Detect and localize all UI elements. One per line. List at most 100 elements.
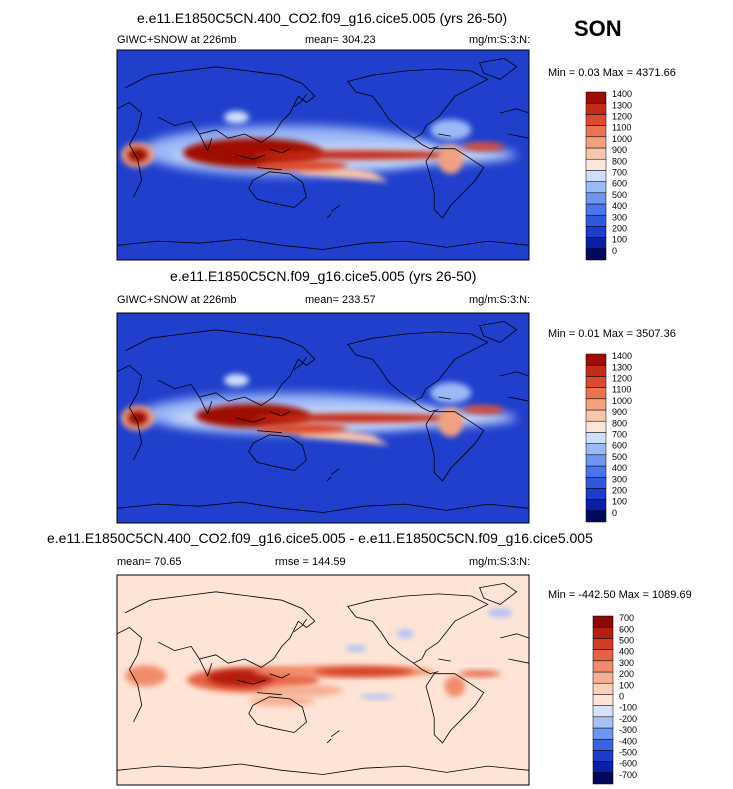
coastline-path bbox=[326, 468, 340, 482]
diff-anomaly-blob bbox=[444, 675, 466, 697]
colorbar-tick-label: 1400 bbox=[612, 351, 632, 361]
asia-patch bbox=[224, 110, 249, 124]
panel2-variable-label: GIWC+SNOW at 226mb bbox=[117, 294, 237, 306]
atlantic-itcz bbox=[463, 142, 505, 151]
coastline-path bbox=[236, 673, 291, 696]
diff-anomaly-blob bbox=[125, 665, 167, 687]
asia-patch bbox=[224, 373, 249, 387]
coastline-path bbox=[125, 329, 316, 367]
coastline-path bbox=[347, 68, 489, 139]
coastline-path bbox=[158, 359, 299, 406]
colorbar-segment bbox=[585, 454, 607, 467]
colorbar-tick-label: 300 bbox=[612, 474, 627, 484]
coastline-path bbox=[413, 396, 451, 413]
coastline-path bbox=[425, 673, 485, 744]
coastline-path bbox=[293, 356, 307, 371]
coastline-path bbox=[158, 96, 299, 143]
colorbar-segment bbox=[585, 102, 607, 115]
colorbar-tick-label: 800 bbox=[612, 418, 627, 428]
colorbar-segment bbox=[585, 203, 607, 216]
atlantic-itcz bbox=[463, 405, 505, 414]
colorbar-tick-label: 100 bbox=[612, 235, 627, 245]
warm-pool-core bbox=[195, 403, 311, 428]
colorbar-segment bbox=[592, 615, 614, 628]
gulf-region bbox=[430, 382, 472, 404]
colorbar-segment bbox=[585, 91, 607, 104]
colorbar-tick-label: 1000 bbox=[612, 134, 632, 144]
panel3-minmax-label: Min = -442.50 Max = 1089.69 bbox=[548, 589, 692, 601]
diff-negative-blob bbox=[345, 645, 367, 652]
colorbar-segment bbox=[592, 682, 614, 695]
coastline-path bbox=[248, 696, 307, 733]
colorbar-segment bbox=[592, 649, 614, 662]
colorbar-tick-label: -300 bbox=[619, 725, 637, 735]
colorbar-segment bbox=[585, 499, 607, 512]
colorbar-tick-label: 1100 bbox=[612, 123, 631, 133]
coastline-path bbox=[500, 633, 529, 664]
spcz-core bbox=[257, 160, 348, 171]
map-panel-2 bbox=[116, 312, 530, 524]
colorbar-segment bbox=[592, 750, 614, 762]
coastline-path bbox=[479, 57, 518, 80]
spcz-core bbox=[257, 423, 348, 434]
panel2-units-label: mg/m:S:3:N: bbox=[469, 294, 531, 306]
map-frame bbox=[116, 49, 530, 261]
colorbar-tick-label: 1000 bbox=[612, 396, 632, 406]
colorbar-segment bbox=[585, 488, 607, 500]
gulf-region bbox=[430, 119, 472, 141]
colorbar-tick-label: 600 bbox=[619, 624, 634, 634]
panel1-title: e.e11.E1850C5CN.400_CO2.f09_g16.cice5.00… bbox=[137, 10, 508, 26]
colorbar-tick-label: 100 bbox=[619, 680, 634, 690]
colorbar-segment bbox=[585, 443, 607, 456]
coastline-path bbox=[500, 371, 529, 402]
colorbar-segment bbox=[592, 716, 614, 729]
colorbar-tick-label: 500 bbox=[612, 452, 627, 462]
panel2-minmax-label: Min = 0.01 Max = 3507.36 bbox=[548, 328, 676, 340]
colorbar-segment bbox=[585, 432, 607, 444]
coastline-path bbox=[117, 238, 529, 250]
panel3-mean-label: mean= 70.65 bbox=[117, 556, 182, 568]
colorbar-segment bbox=[585, 114, 607, 126]
colorbar-tick-label: 100 bbox=[612, 497, 627, 507]
itcz-core bbox=[252, 413, 459, 423]
amazon-convection bbox=[438, 407, 464, 437]
colorbar-tick-label: -700 bbox=[619, 770, 637, 780]
diff-anomaly-blob bbox=[261, 684, 344, 697]
map-panel-3 bbox=[116, 574, 530, 786]
colorbar-tick-label: -400 bbox=[619, 736, 637, 746]
colorbar-tick-label: 700 bbox=[612, 168, 627, 178]
colorbar-tick-label: 900 bbox=[612, 407, 627, 417]
colorbar-tick-label: 900 bbox=[612, 145, 627, 155]
panel1-variable-label: GIWC+SNOW at 226mb bbox=[117, 34, 237, 46]
panel3-rmse-label: rmse = 144.59 bbox=[275, 556, 346, 568]
coastline-path bbox=[248, 434, 307, 471]
season-label: SON bbox=[574, 16, 622, 41]
colorbar-tick-label: -600 bbox=[619, 759, 637, 769]
colorbar-segment bbox=[585, 387, 607, 400]
warm-pool-core bbox=[182, 138, 323, 168]
colorbar-segment bbox=[592, 738, 614, 751]
colorbar-tick-label: 0 bbox=[612, 246, 617, 256]
colorbar-tick-label: 600 bbox=[612, 179, 627, 189]
colorbar-tick-label: 300 bbox=[612, 212, 627, 222]
colorbar-tick-label: 1300 bbox=[612, 100, 632, 110]
coastline-path bbox=[199, 658, 213, 677]
colorbar-segment bbox=[592, 626, 614, 639]
colorbar-segment bbox=[585, 237, 607, 250]
colorbar-segment bbox=[585, 476, 607, 489]
colorbar-segment bbox=[585, 376, 607, 388]
colorbar-tick-label: 700 bbox=[612, 430, 627, 440]
colorbar-segment bbox=[592, 694, 614, 706]
colorbar-tick-label: 700 bbox=[619, 613, 634, 623]
colorbar-tick-label: 500 bbox=[619, 636, 634, 646]
coastline-path bbox=[293, 618, 307, 633]
coastline-path bbox=[158, 621, 299, 668]
colorbar-segment bbox=[585, 364, 607, 377]
colorbar-segment bbox=[585, 420, 607, 433]
colorbar-segment bbox=[592, 660, 614, 673]
panel3-title: e.e11.E1850C5CN.400_CO2.f09_g16.cice5.00… bbox=[47, 530, 593, 546]
coastline-path bbox=[117, 501, 529, 513]
itcz-core bbox=[252, 150, 459, 160]
